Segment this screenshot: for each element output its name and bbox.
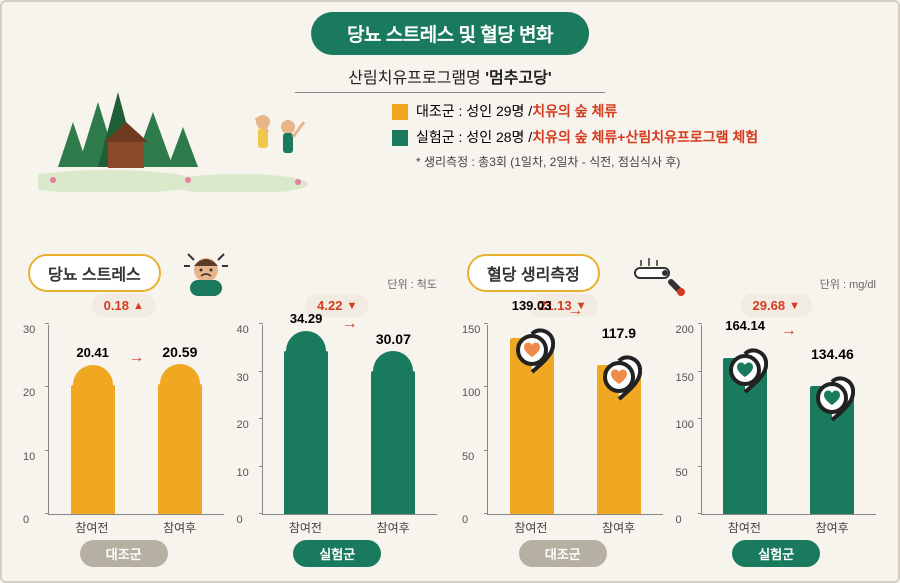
swatch-green [392, 130, 408, 146]
legend-control-text: 대조군 : 성인 29명 / [416, 100, 532, 124]
chart-glucose-exp: 29.68 050100150200164.14134.46→ 참여전 참여후 … [673, 258, 881, 567]
delta-stress-control: 0.18 [92, 294, 156, 317]
group-stress: 당뇨 스트레스 단위 : 척도 0.18 010203020.4120.59→ … [20, 258, 441, 567]
swatch-orange [392, 104, 408, 120]
x-labels: 참여전 참여후 [701, 519, 877, 536]
unit-stress: 단위 : 척도 [387, 276, 437, 292]
legend-note: * 생리측정 : 총3회 (1일차, 2일차 - 식전, 점심식사 후) [416, 152, 758, 172]
chart-stress-control: 0.18 010203020.4120.59→ 참여전 참여후 대조군 [20, 258, 228, 567]
forest-scene-illustration [38, 72, 338, 192]
bottom-pill-exp: 실험군 [732, 540, 820, 567]
glucose-meter-icon [631, 254, 691, 303]
legend: 대조군 : 성인 29명 / 치유의 숲 체류 실험군 : 성인 28명 / 치… [392, 100, 758, 172]
group-title-stress: 당뇨 스트레스 [28, 254, 161, 292]
x-labels: 참여전 참여후 [487, 519, 663, 536]
legend-control-highlight: 치유의 숲 체류 [532, 100, 617, 124]
legend-exp-text: 실험군 : 성인 28명 / [416, 126, 532, 150]
subtitle-prefix: 산림치유프로그램명 [348, 70, 485, 87]
bottom-pill-control: 대조군 [80, 540, 168, 567]
main-title: 당뇨 스트레스 및 혈당 변화 [311, 12, 589, 55]
stressed-person-icon [180, 246, 232, 303]
bottom-pill-control: 대조군 [519, 540, 607, 567]
legend-exp-highlight: 치유의 숲 체류+산림치유프로그램 체험 [532, 126, 758, 150]
unit-glucose: 단위 : mg/dl [820, 276, 876, 292]
legend-control: 대조군 : 성인 29명 / 치유의 숲 체류 [392, 100, 758, 124]
subtitle: 산림치유프로그램명 '멈추고당' [295, 64, 605, 93]
x-labels: 참여전 참여후 [48, 519, 224, 536]
bottom-pill-exp: 실험군 [293, 540, 381, 567]
subtitle-strong: '멈추고당' [485, 70, 552, 87]
group-title-glucose: 혈당 생리측정 [467, 254, 600, 292]
group-glucose: 혈당 생리측정 단위 : mg/dl 21.13 050100150139.03… [459, 258, 880, 567]
delta-glucose-exp: 29.68 [741, 294, 812, 317]
charts-row: 당뇨 스트레스 단위 : 척도 0.18 010203020.4120.59→ … [20, 258, 880, 567]
x-labels: 참여전 참여후 [262, 519, 438, 536]
chart-stress-exp: 4.22 01020304034.2930.07→ 참여전 참여후 실험군 [234, 258, 442, 567]
legend-experiment: 실험군 : 성인 28명 / 치유의 숲 체류+산림치유프로그램 체험 [392, 126, 758, 150]
chart-glucose-control: 21.13 050100150139.03117.9→ 참여전 참여후 대조군 [459, 258, 667, 567]
